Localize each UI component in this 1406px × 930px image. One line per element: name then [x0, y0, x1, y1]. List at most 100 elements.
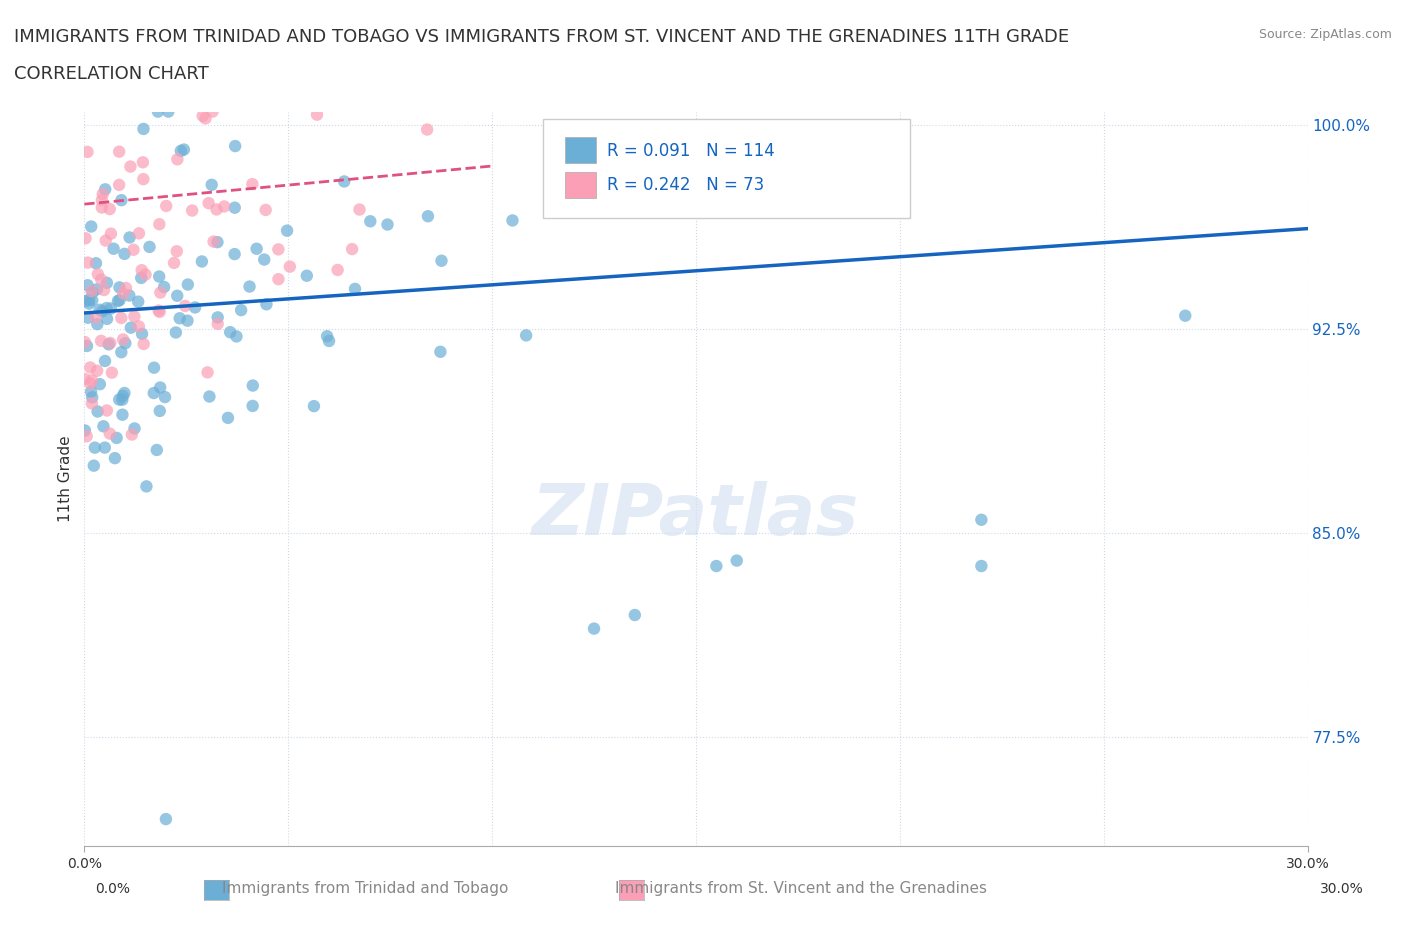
Point: [207, 316, 229, 331]
Point: [267, 242, 290, 257]
Point: [94, 182, 117, 197]
Point: [132, 172, 155, 187]
Point: [108, 293, 131, 308]
Point: [128, 319, 150, 334]
Point: [217, 410, 239, 425]
Point: [90, 200, 112, 215]
Point: [120, 159, 142, 174]
Point: [73, 335, 96, 350]
Point: [142, 386, 165, 401]
Point: [132, 337, 155, 352]
Point: [135, 267, 157, 282]
Point: [253, 252, 276, 267]
Point: [115, 281, 138, 296]
Point: [84, 256, 107, 271]
Point: [107, 294, 129, 309]
Point: [122, 243, 145, 258]
Point: [82, 390, 104, 405]
Point: [100, 301, 122, 316]
Point: [194, 111, 217, 126]
Point: [110, 193, 132, 207]
Point: [176, 313, 198, 328]
Point: [84, 310, 107, 325]
Point: [94, 233, 117, 248]
Point: [177, 277, 200, 292]
Point: [205, 202, 228, 217]
Point: [515, 328, 537, 343]
Point: [212, 199, 235, 214]
Point: [76, 339, 98, 353]
Point: [155, 812, 177, 827]
Point: [77, 293, 100, 308]
Point: [103, 241, 125, 256]
Point: [87, 267, 110, 282]
Point: [197, 365, 219, 379]
Point: [96, 275, 118, 290]
Point: [166, 152, 188, 166]
Point: [91, 304, 114, 319]
Point: [132, 154, 155, 169]
Point: [197, 195, 219, 210]
Point: [807, 205, 830, 219]
Point: [173, 142, 195, 157]
Text: R = 0.091   N = 114: R = 0.091 N = 114: [606, 141, 775, 160]
Point: [225, 329, 247, 344]
Point: [174, 299, 197, 313]
Point: [242, 379, 264, 393]
Point: [120, 320, 142, 335]
Point: [238, 279, 260, 294]
Point: [131, 326, 153, 341]
Point: [502, 213, 524, 228]
Text: 30.0%: 30.0%: [1320, 882, 1364, 896]
Point: [101, 365, 124, 380]
Point: [149, 404, 172, 418]
Point: [149, 380, 172, 395]
Point: [108, 280, 131, 295]
Text: Immigrants from St. Vincent and the Grenadines: Immigrants from St. Vincent and the Gren…: [616, 881, 987, 896]
Point: [112, 332, 135, 347]
Point: [73, 372, 96, 387]
Point: [79, 376, 101, 391]
Point: [155, 198, 177, 213]
Text: R = 0.242   N = 73: R = 0.242 N = 73: [606, 176, 763, 194]
Point: [706, 559, 728, 574]
Point: [725, 553, 748, 568]
Point: [429, 344, 451, 359]
Point: [267, 272, 290, 286]
Point: [73, 423, 96, 438]
Point: [246, 241, 269, 256]
Point: [82, 285, 104, 299]
Point: [184, 300, 207, 315]
Text: CORRELATION CHART: CORRELATION CHART: [14, 65, 209, 83]
Point: [170, 143, 193, 158]
Point: [121, 427, 143, 442]
Point: [224, 139, 246, 153]
Point: [100, 226, 122, 241]
Point: [624, 607, 647, 622]
Point: [90, 193, 112, 207]
Point: [278, 259, 301, 274]
Point: [416, 209, 439, 224]
Point: [76, 293, 98, 308]
Point: [80, 284, 103, 299]
Point: [166, 288, 188, 303]
Point: [90, 333, 112, 348]
Point: [191, 254, 214, 269]
Point: [224, 246, 246, 261]
Point: [118, 288, 141, 303]
Point: [970, 512, 993, 527]
Point: [326, 262, 349, 277]
Point: [111, 392, 134, 407]
Point: [135, 479, 157, 494]
Point: [79, 360, 101, 375]
Point: [359, 214, 381, 229]
FancyBboxPatch shape: [565, 138, 596, 163]
Point: [93, 283, 115, 298]
Point: [108, 178, 131, 193]
Point: [97, 337, 120, 352]
Point: [86, 282, 108, 297]
Point: [165, 326, 187, 340]
Point: [207, 310, 229, 325]
Point: [333, 174, 356, 189]
Point: [111, 407, 134, 422]
